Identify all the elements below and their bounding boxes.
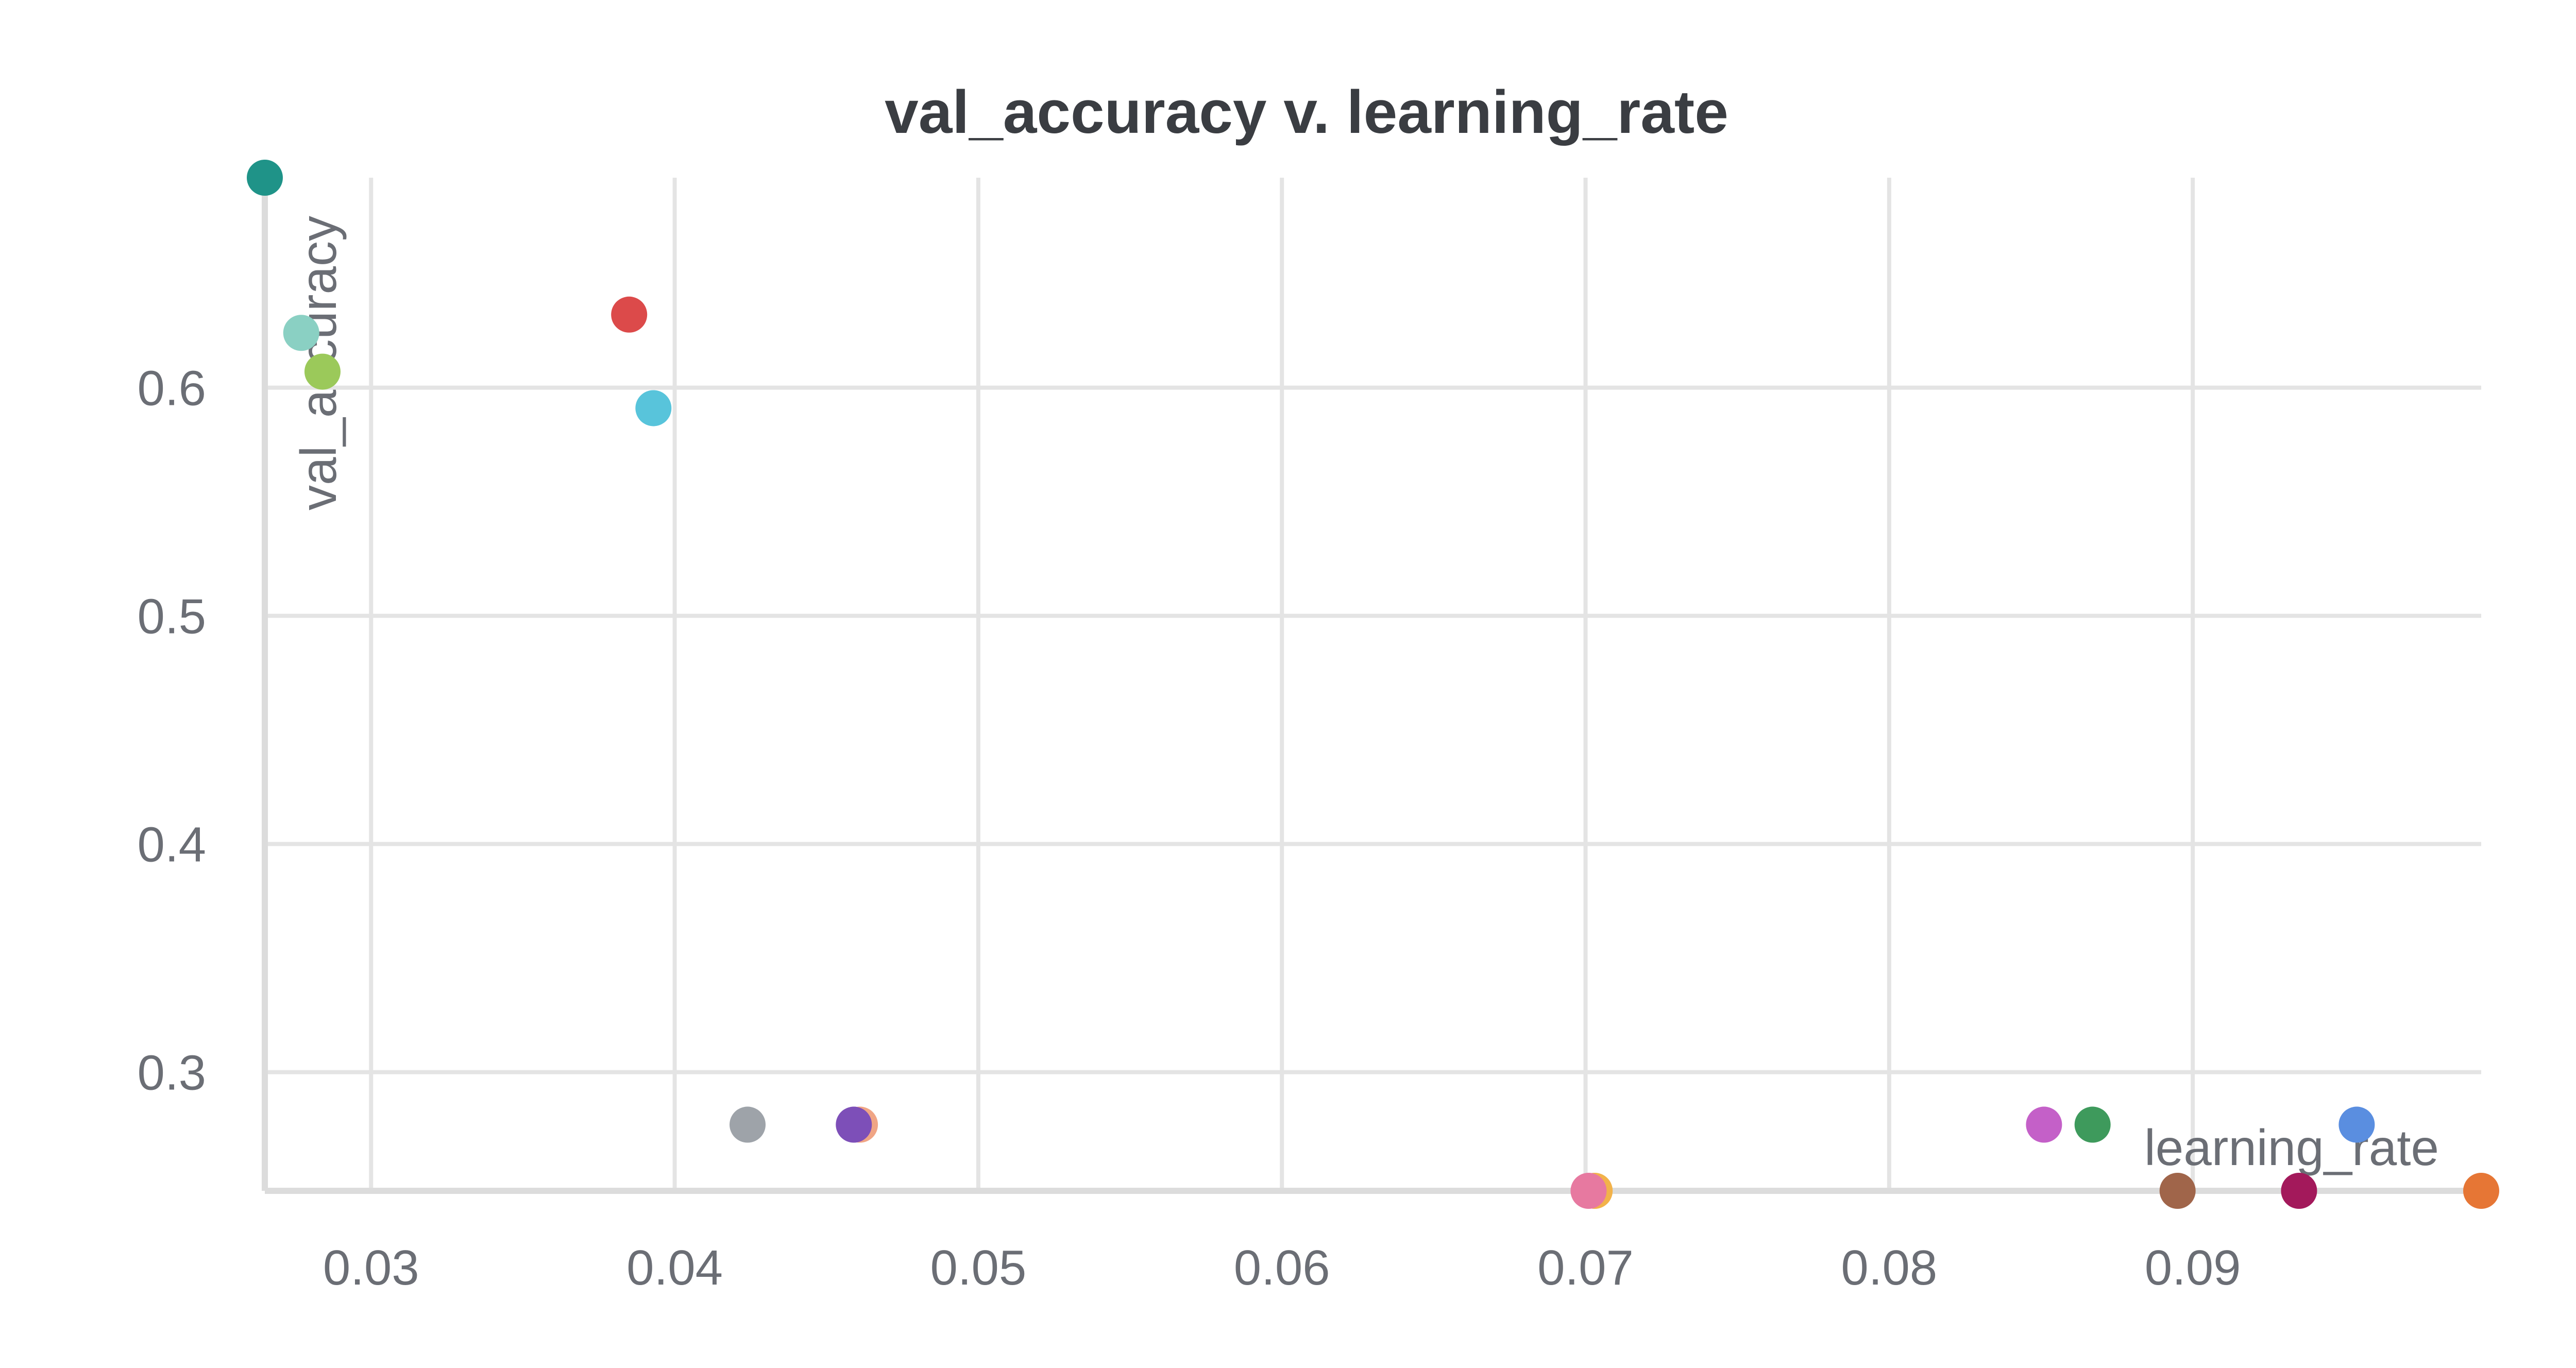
x-axis-label: learning_rate	[2144, 1119, 2439, 1176]
scatter-point[interactable]	[2026, 1106, 2062, 1143]
scatter-point[interactable]	[2159, 1173, 2196, 1209]
scatter-point[interactable]	[611, 296, 648, 333]
y-tick-label: 0.5	[138, 589, 206, 644]
y-tick-label: 0.4	[138, 817, 206, 873]
x-tick-label: 0.09	[2145, 1240, 2241, 1295]
x-tick-label: 0.03	[323, 1240, 419, 1295]
x-tick-label: 0.08	[1841, 1240, 1937, 1295]
scatter-point[interactable]	[730, 1106, 766, 1143]
scatter-point[interactable]	[283, 315, 319, 351]
x-tick-label: 0.06	[1234, 1240, 1330, 1295]
scatter-point[interactable]	[2463, 1173, 2499, 1209]
x-tick-label: 0.07	[1537, 1240, 1634, 1295]
y-tick-label: 0.6	[138, 361, 206, 416]
scatter-point[interactable]	[2074, 1106, 2111, 1143]
axis-layer	[262, 178, 2481, 1194]
y-tick-label: 0.3	[138, 1046, 206, 1101]
scatter-point[interactable]	[635, 390, 672, 426]
scatter-point[interactable]	[836, 1106, 872, 1143]
points-layer	[247, 160, 2499, 1209]
scatter-point[interactable]	[1570, 1173, 1607, 1209]
scatter-point[interactable]	[2281, 1173, 2317, 1209]
chart-title: val_accuracy v. learning_rate	[885, 78, 1728, 146]
scatter-point[interactable]	[2338, 1106, 2375, 1143]
x-tick-label: 0.05	[930, 1240, 1026, 1295]
tick-label-layer: 0.03 0.04 0.05 0.06 0.07 0.08 0.09 0.3 0.4 0.5 0.6	[138, 361, 2241, 1295]
grid-layer	[265, 178, 2481, 1191]
scatter-point[interactable]	[247, 160, 283, 196]
scatter-point[interactable]	[304, 353, 341, 390]
x-tick-label: 0.04	[626, 1240, 723, 1295]
